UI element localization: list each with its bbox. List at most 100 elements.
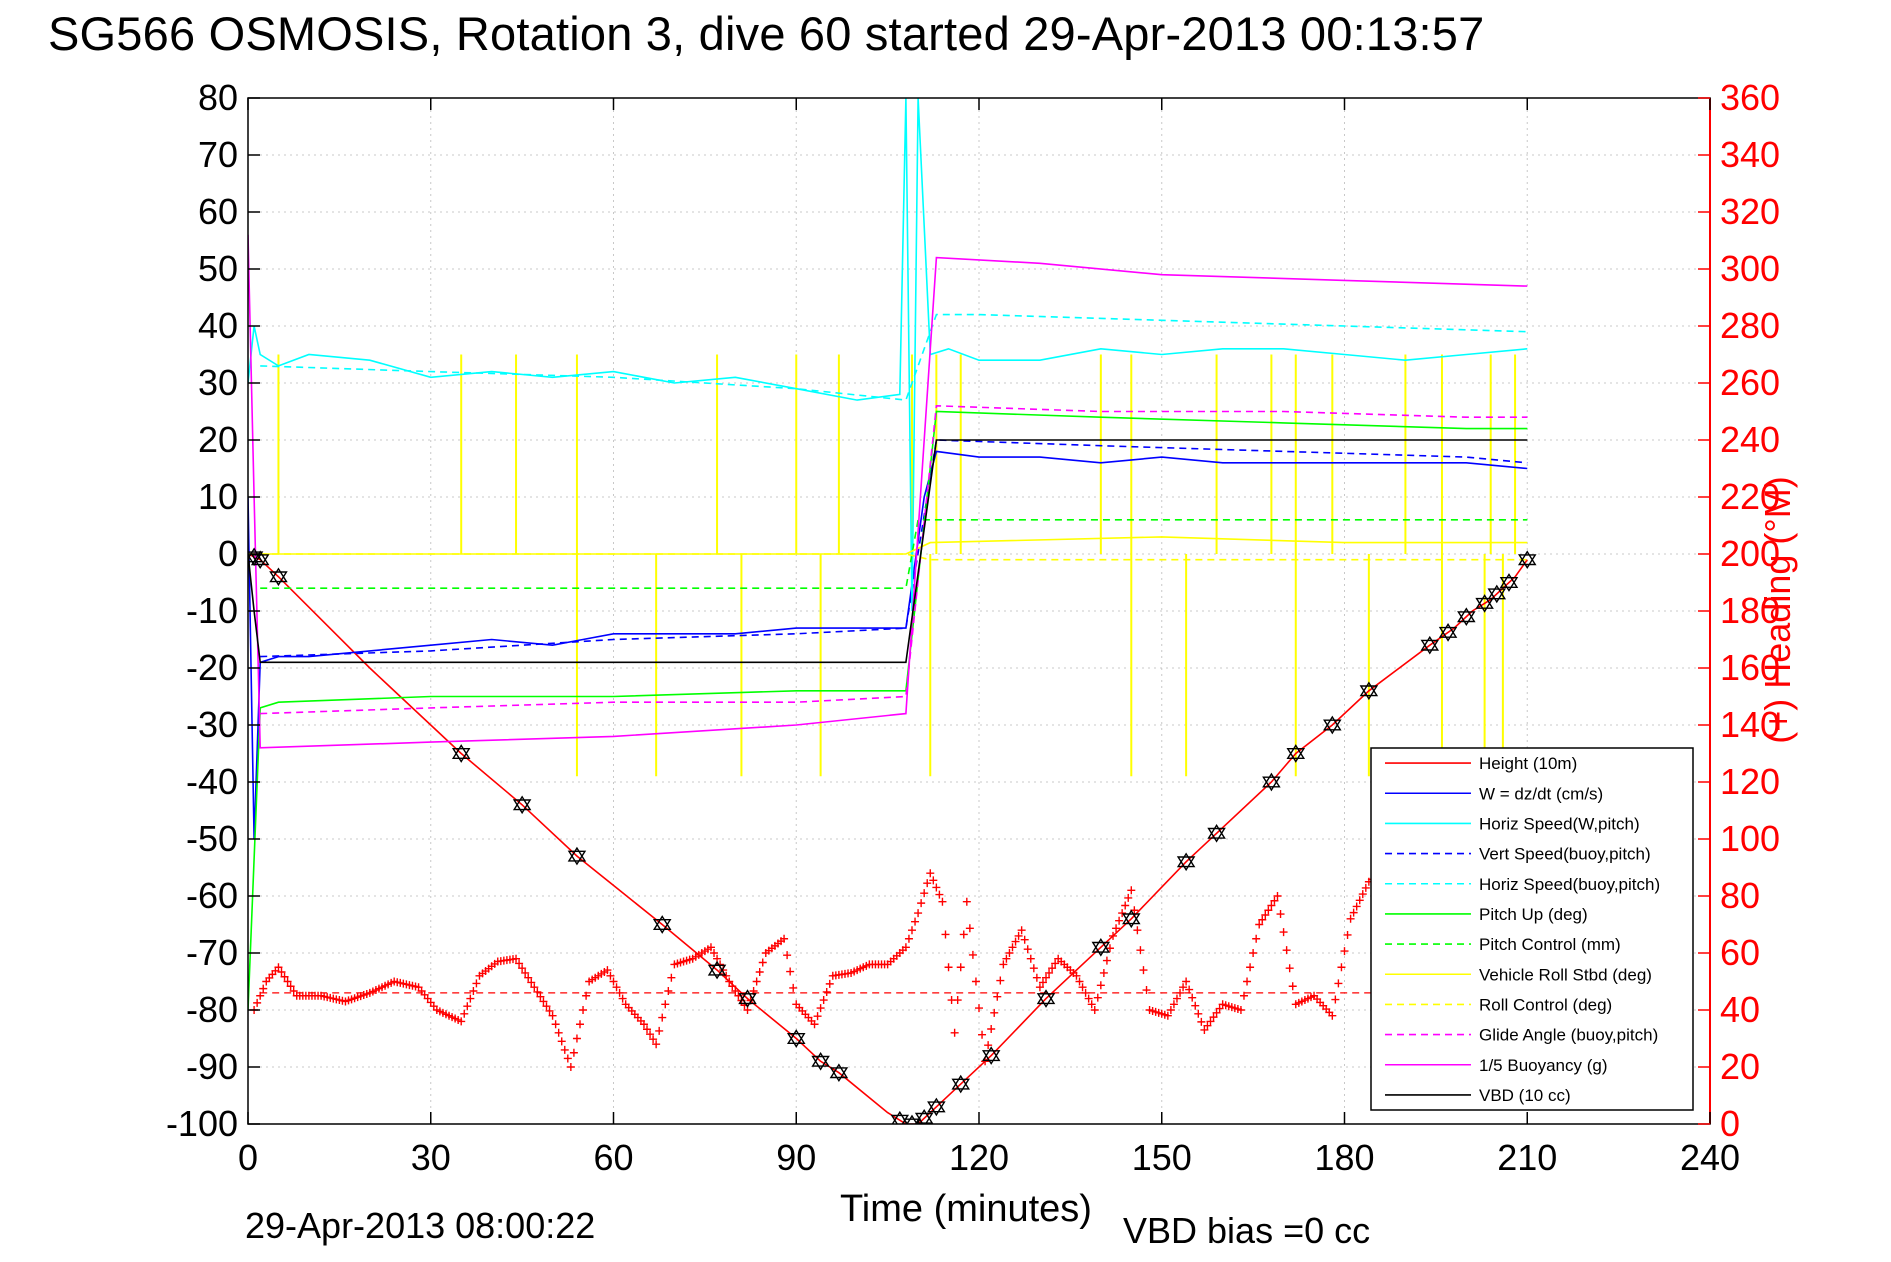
- series-line-height-10m-: [248, 553, 1528, 1124]
- legend-label: Horiz Speed(W,pitch): [1479, 814, 1640, 833]
- heading-marker: [1258, 915, 1267, 924]
- heading-marker: [1282, 946, 1291, 955]
- right-axis-label: (+) Heading (°M): [1757, 476, 1798, 744]
- y2-tick-label: 240: [1720, 419, 1780, 460]
- heading-marker: [1215, 1004, 1224, 1013]
- height-marker: [927, 1097, 946, 1117]
- y-tick-label: -50: [186, 818, 238, 859]
- height-marker: [829, 1063, 849, 1083]
- heading-marker: [1194, 1009, 1203, 1018]
- x-axis-label: Time (minutes): [840, 1188, 1092, 1230]
- height-marker: [652, 915, 672, 934]
- heading-marker: [1115, 916, 1124, 925]
- heading-marker: [548, 1011, 557, 1020]
- legend-label: 1/5 Buoyancy (g): [1479, 1056, 1608, 1075]
- heading-marker: [1276, 910, 1285, 919]
- heading-marker: [1090, 1006, 1099, 1014]
- height-marker: [707, 960, 727, 980]
- timestamp-label: 29-Apr-2013 08:00:22: [245, 1205, 596, 1246]
- y-tick-label: -40: [186, 761, 238, 802]
- legend-label: Glide Angle (buoy,pitch): [1479, 1026, 1658, 1045]
- heading-marker: [466, 994, 475, 1003]
- legend-label: Vehicle Roll Stbd (deg): [1479, 965, 1652, 984]
- series-line-vbd-10-cc-: [248, 439, 1528, 664]
- y2-tick-label: 160: [1720, 647, 1780, 688]
- heading-marker: [731, 987, 740, 995]
- height-marker: [1457, 607, 1476, 627]
- y2-tick-label: 80: [1720, 875, 1760, 916]
- heading-marker: [1200, 1025, 1209, 1034]
- heading-marker: [907, 926, 916, 935]
- heading-marker: [1078, 983, 1087, 992]
- heading-marker: [1279, 928, 1288, 937]
- heading-marker: [1355, 896, 1364, 905]
- y-tick-label: -70: [186, 932, 238, 973]
- heading-marker: [560, 1045, 569, 1054]
- axes-layer: 0 30 60 90 120 150 180 210 24080706050403020100-…: [166, 77, 1780, 1178]
- heading-marker: [1045, 968, 1054, 977]
- heading-marker: [609, 977, 618, 986]
- heading-marker: [527, 978, 536, 987]
- y2-tick-label: 60: [1720, 932, 1760, 973]
- heading-marker: [728, 982, 737, 991]
- heading-marker: [563, 1054, 572, 1063]
- heading-marker: [1102, 956, 1111, 965]
- heading-marker: [1361, 883, 1370, 892]
- heading-marker: [286, 982, 295, 991]
- height-marker: [1359, 681, 1379, 701]
- y-tick-label: 70: [198, 134, 238, 175]
- y2-tick-label: 140: [1720, 704, 1780, 745]
- height-marker: [1438, 623, 1458, 642]
- heading-marker: [1285, 964, 1294, 973]
- height-marker: [1262, 772, 1281, 792]
- heading-marker: [530, 983, 539, 992]
- heading-marker: [944, 963, 953, 972]
- heading-marker: [606, 971, 615, 980]
- y-tick-label: 40: [198, 305, 238, 346]
- heading-marker: [566, 1063, 575, 1071]
- heading-marker: [661, 1000, 670, 1009]
- heading-marker: [460, 1009, 469, 1018]
- heading-marker: [1026, 954, 1035, 963]
- heading-marker: [780, 934, 789, 943]
- y2-tick-label: 220: [1720, 476, 1780, 517]
- heading-marker: [542, 1002, 551, 1011]
- heading-marker: [710, 949, 719, 957]
- heading-marker: [932, 883, 941, 892]
- heading-marker: [283, 977, 292, 986]
- heading-marker: [545, 1006, 554, 1015]
- height-marker: [1036, 989, 1056, 1008]
- heading-marker: [752, 977, 761, 986]
- heading-marker: [1020, 935, 1029, 944]
- height-marker: [738, 989, 757, 1008]
- heading-marker: [259, 984, 268, 993]
- heading-marker: [557, 1037, 566, 1046]
- heading-marker: [575, 1020, 584, 1029]
- heading-marker: [643, 1025, 652, 1034]
- heading-marker: [706, 943, 715, 952]
- height-marker: [1286, 744, 1306, 763]
- y-tick-label: -30: [186, 704, 238, 745]
- heading-marker: [612, 983, 621, 992]
- y2-tick-label: 300: [1720, 248, 1780, 289]
- heading-marker: [786, 967, 795, 976]
- heading-marker: [783, 951, 792, 960]
- heading-marker: [1334, 979, 1343, 988]
- legend: Height (10m) W = dz/dt (cm/s) Horiz Speed(…: [1370, 747, 1694, 1111]
- y-tick-label: 50: [198, 248, 238, 289]
- heading-marker: [1197, 1017, 1206, 1026]
- heading-marker: [968, 950, 977, 959]
- heading-marker: [1249, 949, 1258, 957]
- heading-marker: [962, 897, 971, 906]
- y-tick-label: 80: [198, 77, 238, 118]
- heading-marker: [277, 968, 286, 976]
- series-group: [248, 98, 1537, 1124]
- heading-marker: [987, 1025, 996, 1033]
- height-marker: [1475, 594, 1494, 613]
- heading-marker: [1121, 901, 1130, 910]
- heading-marker: [1042, 973, 1051, 982]
- heading-marker: [1264, 906, 1273, 915]
- heading-marker: [1163, 1011, 1172, 1020]
- heading-marker: [993, 992, 1002, 1001]
- heading-marker: [1093, 993, 1102, 1002]
